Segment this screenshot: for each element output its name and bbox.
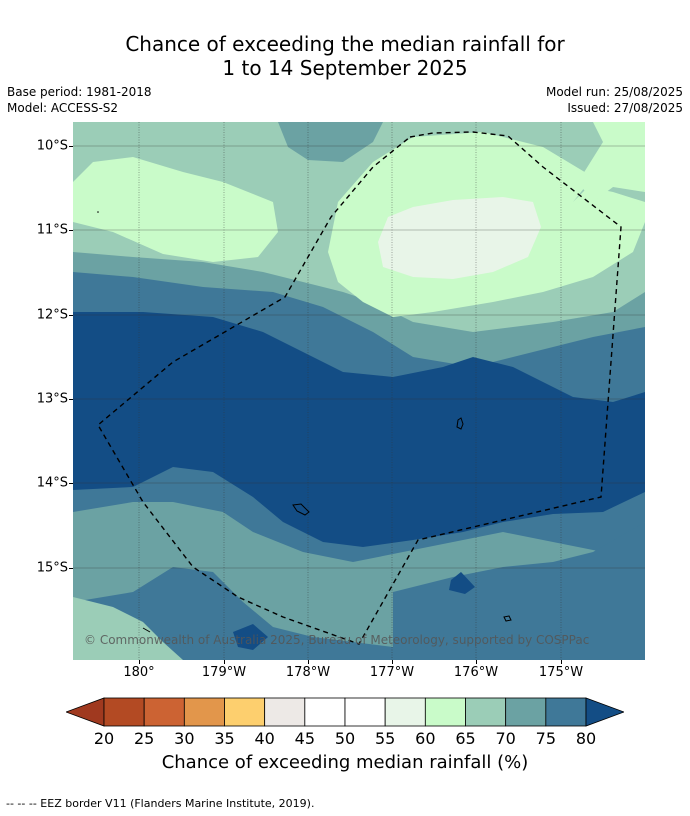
colorbar-tick-label: 35: [214, 729, 235, 748]
colorbar-swatch: [465, 697, 507, 727]
colorbar-title: Chance of exceeding median rainfall (%): [161, 752, 529, 773]
lon-tick: [476, 660, 477, 664]
colorbar-arrow-high: [585, 697, 624, 727]
lat-label: 11°S: [36, 222, 68, 238]
colorbar-tick-label: 30: [174, 729, 195, 748]
lat-tick: [69, 315, 73, 316]
title-line-2: 1 to 14 September 2025: [222, 56, 468, 80]
colorbar-swatch: [384, 697, 426, 727]
lon-label: 177°W: [369, 665, 415, 680]
colorbar-swatch: [304, 697, 346, 727]
lon-label: 180°: [123, 665, 155, 680]
contour-80-plus-southwest: [233, 624, 268, 650]
lat-tick: [69, 483, 73, 484]
colorbar-tick-label: 75: [535, 729, 557, 748]
contour-55-60-center: [378, 197, 541, 279]
contour-80-plus-southeast: [449, 572, 475, 594]
contour-80-plus-core: [73, 312, 645, 547]
contour-70-75-north-notch: [278, 122, 383, 162]
colorbar-tick-label: 80: [575, 729, 597, 748]
island-outline: [142, 627, 151, 633]
graticule: [138, 122, 562, 660]
colorbar-tick-label: 20: [93, 729, 115, 748]
issued-label: Issued: 27/08/2025: [567, 101, 683, 115]
base-period-label: Base period: 1981-2018: [7, 85, 152, 99]
eez-footnote: -- -- -- EEZ border V11 (Flanders Marine…: [6, 797, 315, 810]
lat-tick: [69, 230, 73, 231]
colorbar-swatch: [505, 697, 547, 727]
colorbar-tick-label: 65: [455, 729, 476, 748]
colorbar-swatch: [264, 697, 306, 727]
rainfall-map: [73, 122, 645, 660]
lon-tick: [224, 660, 225, 664]
lon-label: 175°W: [538, 665, 584, 680]
eez-boundary: [97, 131, 622, 645]
lon-tick: [139, 660, 140, 664]
colorbar-swatch: [545, 697, 587, 727]
contour-60-65-northwest: [73, 157, 278, 262]
lon-label: 178°W: [285, 665, 331, 680]
colorbar-swatch: [224, 697, 266, 727]
model-label: Model: ACCESS-S2: [7, 101, 119, 115]
lat-label: 14°S: [36, 475, 68, 491]
colorbar: [66, 697, 624, 727]
lon-tick: [308, 660, 309, 664]
contour-60-65-northeast: [578, 122, 645, 202]
lon-tick: [392, 660, 393, 664]
colorbar-tick-label: 45: [294, 729, 316, 748]
lat-tick: [69, 568, 73, 569]
colorbar-tick-label: 25: [133, 729, 155, 748]
lat-tick: [69, 146, 73, 147]
lon-label: 179°W: [201, 665, 247, 680]
colorbar-tick-label: 55: [374, 729, 396, 748]
lat-label: 15°S: [36, 560, 68, 576]
lon-label: 176°W: [453, 665, 499, 680]
lon-tick: [561, 660, 562, 664]
colorbar-tick-label: 70: [495, 729, 516, 748]
colorbar-swatch: [424, 697, 466, 727]
island-outline: [503, 615, 512, 622]
colorbar-tick-label: 60: [415, 729, 436, 748]
lat-label: 10°S: [36, 138, 68, 154]
model-run-label: Model run: 25/08/2025: [545, 85, 683, 99]
contour-65-70-south: [73, 597, 183, 660]
colorbar-tick-label: 40: [254, 729, 275, 748]
colorbar-swatch: [183, 697, 225, 727]
island-outline: [456, 417, 464, 430]
colorbar-arrow-low: [66, 697, 105, 727]
lat-tick: [69, 399, 73, 400]
parallels: [73, 145, 645, 569]
title-line-1: Chance of exceeding the median rainfall …: [125, 32, 565, 56]
colorbar-swatch: [344, 697, 386, 727]
lat-label: 12°S: [36, 307, 68, 323]
colorbar-swatch: [103, 697, 145, 727]
copyright-notice: © Commonwealth of Australia 2025, Bureau…: [84, 633, 590, 647]
colorbar-tick-label: 50: [334, 729, 356, 748]
island-outline: [292, 503, 310, 516]
island-outline: [97, 211, 99, 213]
colorbar-swatch: [143, 697, 185, 727]
contour-75-80-southeast: [393, 522, 645, 660]
lat-label: 13°S: [36, 391, 68, 407]
